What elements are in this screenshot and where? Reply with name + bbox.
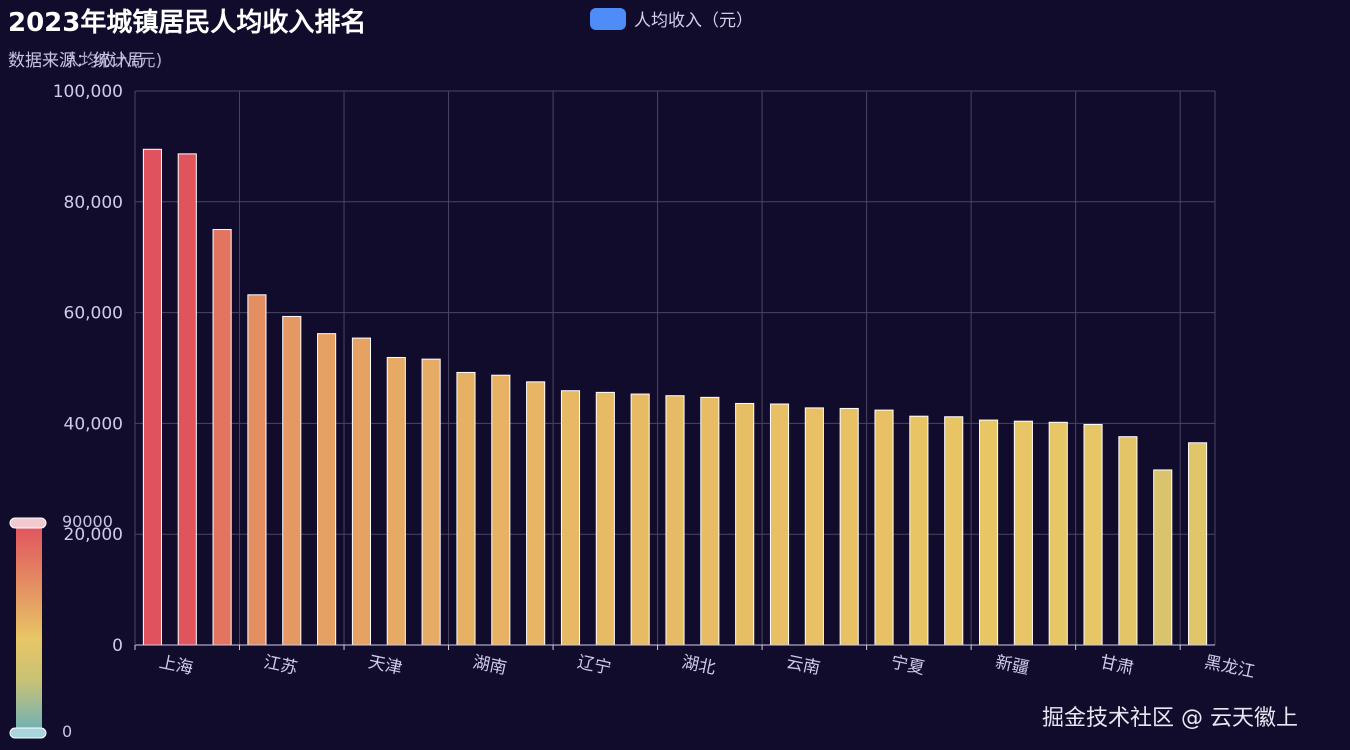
bar-北京[interactable]: [177, 153, 197, 646]
legend-label[interactable]: 人均收入（元）: [634, 11, 753, 31]
chart-subtitle: 数据来源：统计局: [8, 51, 144, 71]
legend[interactable]: 人均收入（元）: [590, 6, 753, 31]
visual-map-bar[interactable]: [16, 523, 42, 733]
visual-map-handle-top[interactable]: [9, 517, 47, 529]
bar-新疆[interactable]: [978, 419, 999, 646]
y-axis-label: 人均收入(元): [64, 51, 163, 71]
bar-广东[interactable]: [282, 315, 302, 646]
y-tick-label: 20,000: [64, 525, 123, 545]
y-tick-label: 80,000: [64, 193, 123, 213]
watermark: 掘金技术社区 @ 云天徽上: [1042, 706, 1298, 731]
visual-map-handle-bottom[interactable]: [9, 727, 47, 739]
bar-天津[interactable]: [317, 333, 337, 646]
axes: 0 20,000 40,000 60,000 80,000 100,000 上海 江苏 天津 湖南…: [53, 82, 1257, 682]
bar-江苏[interactable]: [247, 294, 267, 646]
bar-西藏[interactable]: [1048, 421, 1068, 646]
bar-内蒙古[interactable]: [421, 358, 441, 646]
bar-陕西[interactable]: [804, 407, 824, 646]
bar-黑龙江[interactable]: [1188, 442, 1208, 646]
bar-河北[interactable]: [839, 407, 859, 646]
x-tick-label: 新疆: [994, 652, 1031, 679]
x-tick-label: 辽宁: [575, 652, 612, 679]
bar-江西[interactable]: [595, 391, 615, 646]
y-tick-label: 60,000: [64, 304, 123, 324]
visual-map-min-label: 0: [62, 722, 73, 741]
legend-swatch[interactable]: [590, 7, 626, 30]
chart-title: 2023年城镇居民人均收入排名: [8, 8, 367, 38]
x-tick-label: 上海: [157, 652, 194, 679]
bar-安徽[interactable]: [526, 381, 546, 646]
x-tick-label: 甘肃: [1098, 652, 1135, 679]
y-tick-label: 0: [112, 636, 123, 656]
bar-四川[interactable]: [700, 396, 720, 646]
visual-map[interactable]: [9, 517, 47, 739]
bar-山西[interactable]: [909, 415, 929, 646]
x-tick-label: 湖南: [471, 652, 508, 679]
x-tick-label: 黑龙江: [1203, 652, 1257, 682]
bar-河南[interactable]: [735, 402, 755, 646]
bar-吉林[interactable]: [1153, 469, 1173, 646]
x-tick-label: 天津: [366, 652, 403, 679]
bar-上海[interactable]: [142, 148, 162, 646]
bar-山东[interactable]: [386, 356, 406, 646]
visual-map-max-label: 90000: [62, 512, 113, 531]
bar-甘肃[interactable]: [1083, 424, 1103, 646]
bar-浙江[interactable]: [212, 229, 232, 646]
bar-重庆[interactable]: [491, 374, 511, 646]
bar-宁夏[interactable]: [874, 409, 894, 646]
y-tick-label: 100,000: [53, 82, 123, 102]
bar-福建[interactable]: [351, 337, 372, 646]
bar-贵州[interactable]: [1118, 436, 1138, 646]
bar-湖北[interactable]: [665, 395, 685, 646]
y-tick-label: 40,000: [64, 414, 123, 434]
bar-湖南[interactable]: [456, 371, 476, 646]
bar-云南[interactable]: [769, 403, 790, 646]
bar-海南[interactable]: [630, 393, 650, 646]
x-tick-label: 云南: [784, 652, 821, 679]
bars: [142, 148, 1208, 646]
x-tick-label: 湖北: [680, 652, 717, 679]
bar-广西[interactable]: [944, 416, 964, 646]
bar-青海[interactable]: [1013, 420, 1033, 646]
x-tick-label: 江苏: [262, 652, 299, 679]
bar-辽宁[interactable]: [560, 390, 581, 646]
x-tick-label: 宁夏: [889, 652, 926, 679]
